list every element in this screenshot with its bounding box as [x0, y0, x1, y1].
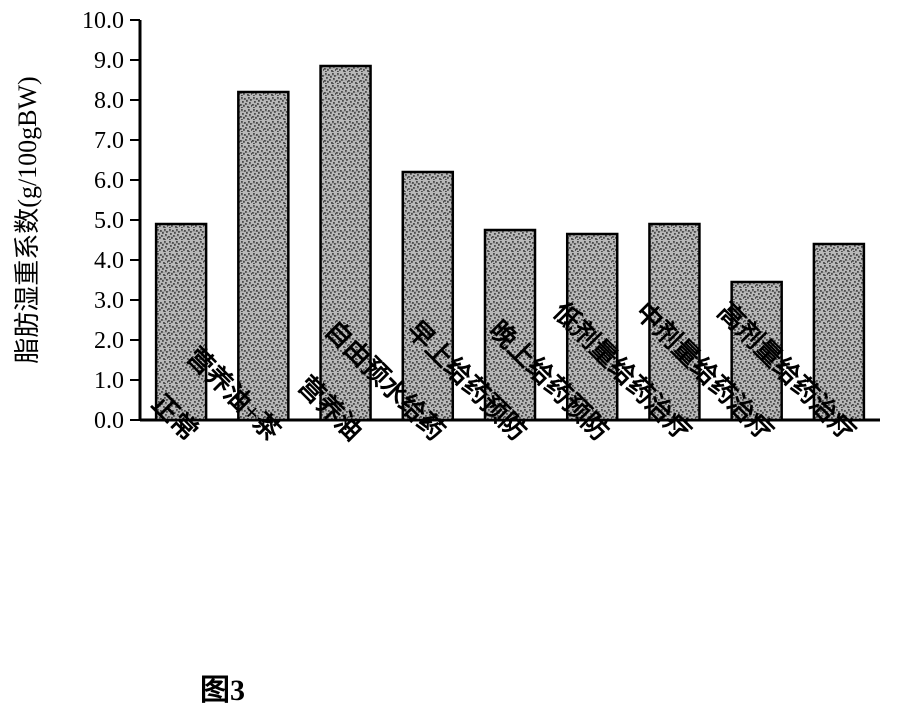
y-tick-label: 1.0	[94, 368, 124, 394]
y-tick-label: 6.0	[94, 168, 124, 194]
y-tick-label: 3.0	[94, 288, 124, 314]
y-tick-label: 9.0	[94, 48, 124, 74]
y-tick-label: 0.0	[94, 408, 124, 434]
y-axis-title: 脂肪湿重系数(g/100gBW)	[13, 76, 42, 363]
figure-caption: 图3	[200, 674, 245, 707]
bar	[403, 172, 453, 420]
y-tick-label: 2.0	[94, 328, 124, 354]
y-tick-label: 8.0	[94, 88, 124, 114]
bar	[238, 92, 288, 420]
chart-container: 0.01.02.03.04.05.06.07.08.09.010.0正常营养油+…	[0, 0, 922, 721]
y-tick-label: 10.0	[82, 8, 124, 34]
bar-chart: 0.01.02.03.04.05.06.07.08.09.010.0正常营养油+…	[0, 0, 922, 721]
y-tick-label: 5.0	[94, 208, 124, 234]
y-tick-label: 4.0	[94, 248, 124, 274]
y-tick-label: 7.0	[94, 128, 124, 154]
